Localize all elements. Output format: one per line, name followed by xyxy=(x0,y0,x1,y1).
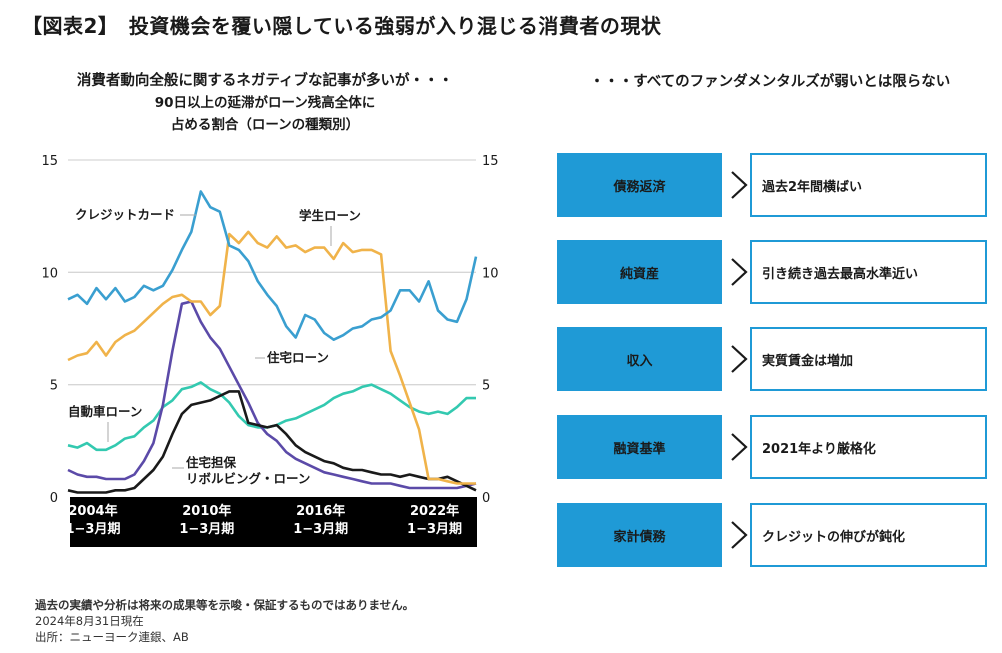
page-title: 【図表2】 投資機会を覆い隠している強弱が入り混じる消費者の現状 xyxy=(22,14,662,38)
annotation-student-loan: 学生ローン xyxy=(299,208,361,223)
chevron-right-icon xyxy=(731,521,748,549)
x-tick-year: 2016年 xyxy=(296,504,346,519)
series-line-1 xyxy=(67,230,476,485)
annotation-heloc-line2: リボルビング・ローン xyxy=(186,471,310,486)
x-tick-period: 1−3月期 xyxy=(65,522,121,537)
y-tick-label-left: 10 xyxy=(41,266,58,281)
left-panel-heading: 消費者動向全般に関するネガティブな記事が多いが・・・ xyxy=(76,73,454,89)
fundamental-label: 家計債務 xyxy=(557,503,722,567)
x-tick-label: 2016年 1−3月期 xyxy=(281,503,361,539)
y-tick-label-right: 10 xyxy=(482,266,499,281)
y-tick-label-left: 15 xyxy=(41,154,58,169)
fundamental-label: 純資産 xyxy=(557,240,722,304)
annotation-auto-loan: 自動車ローン xyxy=(68,404,142,419)
left-panel-header: 消費者動向全般に関するネガティブな記事が多いが・・・ 90日以上の延滞がローン残… xyxy=(40,70,490,136)
series-line-0 xyxy=(67,190,478,341)
fundamental-row: 債務返済 過去2年間横ばい xyxy=(557,153,987,217)
series-line-2 xyxy=(67,300,477,490)
chevron-right-icon xyxy=(731,258,748,286)
chevron-right-icon xyxy=(731,433,748,461)
as-of-date: 2024年8月31日現在 xyxy=(35,614,144,628)
y-tick-label-left: 0 xyxy=(50,491,58,506)
fundamental-status: 実質賃金は増加 xyxy=(750,327,987,391)
x-tick-year: 2010年 xyxy=(182,504,232,519)
fundamental-status: 過去2年間横ばい xyxy=(750,153,987,217)
fundamental-row: 収入 実質賃金は増加 xyxy=(557,327,987,391)
x-tick-year: 2022年 xyxy=(409,504,460,519)
y-tick-label-right: 15 xyxy=(482,154,499,169)
annotation-mortgage: 住宅ローン xyxy=(267,350,329,365)
source-note: 出所：ニューヨーク連銀、AB xyxy=(35,630,189,644)
chart-subtitle-line1: 90日以上の延滞がローン残高全体に xyxy=(154,95,376,111)
y-tick-label-right: 5 xyxy=(482,379,490,394)
fundamental-status: クレジットの伸びが鈍化 xyxy=(750,503,987,567)
fundamental-label: 収入 xyxy=(557,327,722,391)
disclaimer: 過去の実績や分析は将来の成果等を示唆・保証するものではありません。 xyxy=(35,598,415,612)
x-tick-period: 1−3月期 xyxy=(179,522,235,537)
x-tick-period: 1−3月期 xyxy=(407,522,463,537)
fundamental-row: 純資産 引き続き過去最高水準近い xyxy=(557,240,987,304)
fundamental-status: 引き続き過去最高水準近い xyxy=(750,240,987,304)
x-tick-label: 2010年 1−3月期 xyxy=(167,503,247,539)
chart-series xyxy=(67,190,478,494)
fundamental-row: 融資基準 2021年より厳格化 xyxy=(557,415,987,479)
x-axis-band: 2004年 1−3月期 2010年 1−3月期 2016年 1−3月期 2022年 1−3月期 xyxy=(65,497,477,547)
y-axis-left: 0 5 10 15 xyxy=(41,154,58,506)
fundamental-label: 融資基準 xyxy=(557,415,722,479)
fundamental-row: 家計債務 クレジットの伸びが鈍化 xyxy=(557,503,987,567)
x-tick-label: 2004年 1−3月期 xyxy=(53,503,133,539)
y-tick-label-left: 5 xyxy=(50,379,58,394)
series-line-4 xyxy=(67,390,477,494)
annotation-heloc-line1: 住宅担保 xyxy=(186,455,237,470)
chevron-right-icon xyxy=(731,171,748,199)
x-tick-period: 1−3月期 xyxy=(293,522,349,537)
annotation-credit-card: クレジットカード xyxy=(75,207,175,222)
y-tick-label-right: 0 xyxy=(482,491,490,506)
chart-subtitle-line2: 占める割合（ローンの種類別） xyxy=(170,117,360,133)
x-tick-label: 2022年 1−3月期 xyxy=(395,503,475,539)
x-tick-year: 2004年 xyxy=(68,504,118,519)
fundamental-status: 2021年より厳格化 xyxy=(750,415,987,479)
footer: 過去の実績や分析は将来の成果等を示唆・保証するものではありません。 2024年8… xyxy=(35,597,414,645)
fundamental-label: 債務返済 xyxy=(557,153,722,217)
right-panel-heading: ・・・すべてのファンダメンタルズが弱いとは限らない xyxy=(589,74,951,90)
chevron-right-icon xyxy=(731,345,748,373)
y-axis-right: 0 5 10 15 xyxy=(482,154,499,506)
chart-gridlines xyxy=(68,159,476,386)
